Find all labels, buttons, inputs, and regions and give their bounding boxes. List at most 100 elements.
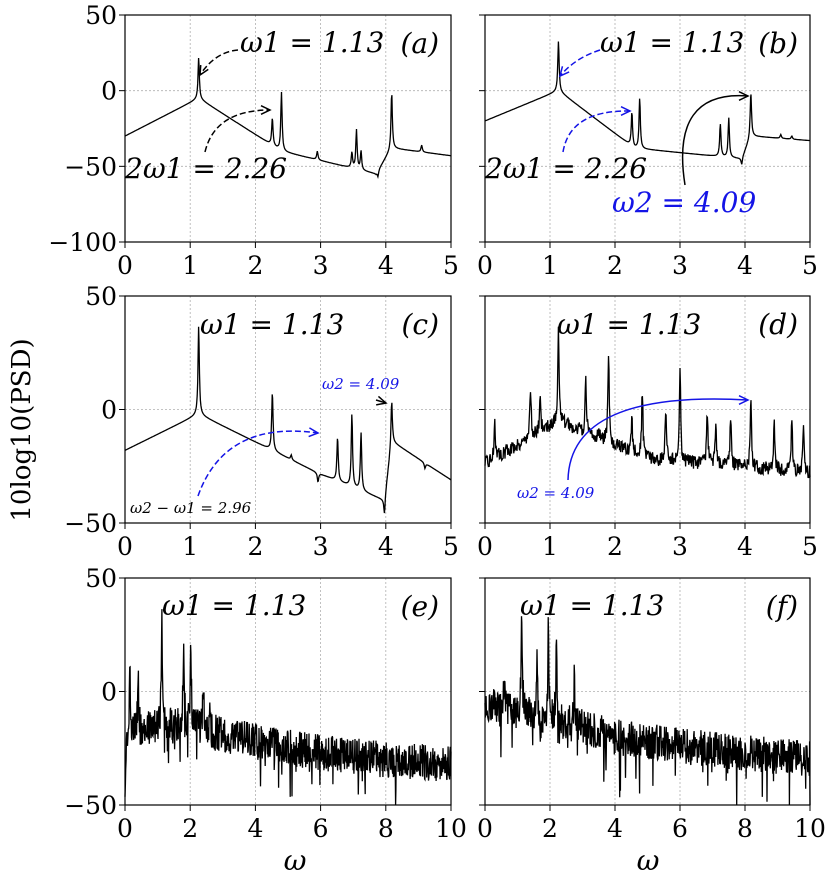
plot-frame <box>124 577 452 806</box>
x-tick-label: 3 <box>313 251 329 280</box>
y-tick-label: −50 <box>64 791 117 820</box>
annotation-arrow <box>197 430 319 497</box>
psd-series-line <box>484 616 811 806</box>
arrow-head <box>738 394 750 406</box>
annotation-arrow <box>567 398 749 481</box>
annotation-arrow <box>199 49 239 76</box>
x-tick-label: 10 <box>435 814 467 843</box>
x-tick-label: 2 <box>247 532 263 561</box>
annotation-label: ω1 = 1.13 <box>162 589 306 622</box>
x-tick-label: 5 <box>443 532 459 561</box>
annotation-label: ω2 − ω1 = 2.96 <box>130 499 252 517</box>
x-tick-label: 0 <box>117 251 133 280</box>
annotation-label: ω2 = 4.09 <box>517 484 595 502</box>
x-tick-label: 2 <box>182 814 198 843</box>
annotation-label: ω1 = 1.13 <box>600 26 744 59</box>
annotation-label: 2ω1 = 2.26 <box>484 152 647 185</box>
plot-frame <box>484 577 811 806</box>
annotation-label: ω2 = 4.09 <box>322 375 400 393</box>
psd-series-line <box>124 57 451 179</box>
annotation-arrow <box>559 49 601 77</box>
y-tick-label: 50 <box>85 564 117 593</box>
x-tick-label: 4 <box>737 251 753 280</box>
panel-a: 0 1 2 3 4 5 50 0 −50 −100 (a) <box>48 1 459 280</box>
x-tick-label: 4 <box>607 814 623 843</box>
arrow-head <box>376 395 388 406</box>
panel-label: (a) <box>400 27 439 60</box>
annotation-label: ω2 = 4.09 <box>612 186 756 219</box>
plot-frame <box>124 295 452 524</box>
x-tick-label: 2 <box>542 814 558 843</box>
annotation-label: ω1 = 1.13 <box>200 308 344 341</box>
x-tick-label: 8 <box>378 814 394 843</box>
arrow-head <box>558 66 570 78</box>
arrow-head <box>620 105 632 117</box>
annotation-label: 2ω1 = 2.26 <box>124 152 287 185</box>
x-tick-label: 5 <box>802 251 818 280</box>
psd-series-line <box>484 326 811 479</box>
x-tick-label: 2 <box>247 251 263 280</box>
x-tick-label: 5 <box>443 251 459 280</box>
arrow-head <box>738 90 750 102</box>
y-axis-label: 10log10(PSD) <box>7 338 37 521</box>
annotation-arrow <box>204 109 271 153</box>
y-tick-label: 0 <box>101 77 117 106</box>
panel-label: (b) <box>758 27 798 60</box>
annotation-label: ω1 = 1.13 <box>240 26 384 59</box>
panel-d: 0 1 2 3 4 5 (d) <box>477 295 818 561</box>
x-tick-label: 2 <box>607 532 623 561</box>
x-tick-label: 0 <box>117 814 133 843</box>
panel-label: (f) <box>766 590 798 623</box>
annotation-label: ω1 = 1.13 <box>557 308 701 341</box>
x-tick-label: 3 <box>672 251 688 280</box>
arrow-head <box>199 64 209 77</box>
x-tick-label: 6 <box>672 814 688 843</box>
y-tick-label: 50 <box>85 282 117 311</box>
x-tick-label: 0 <box>477 814 493 843</box>
x-tick-label: 4 <box>378 532 394 561</box>
plot-frame <box>484 14 811 243</box>
x-tick-label: 5 <box>802 532 818 561</box>
plot-frame <box>124 14 452 243</box>
y-tick-label: 50 <box>85 1 117 30</box>
y-tick-label: −100 <box>48 228 117 257</box>
x-tick-label: 8 <box>737 814 753 843</box>
annotation-arrow <box>681 94 749 186</box>
x-tick-label: 0 <box>117 532 133 561</box>
x-tick-label: 1 <box>182 251 198 280</box>
psd-series-line <box>124 326 452 514</box>
x-tick-label: 2 <box>607 251 623 280</box>
x-tick-label: 4 <box>378 251 394 280</box>
x-axis-label-right: ω <box>637 844 660 877</box>
y-tick-label: 0 <box>101 678 117 707</box>
panel-f: 0 2 4 6 8 10 (f) <box>477 577 826 843</box>
x-tick-label: 6 <box>313 814 329 843</box>
arrow-head <box>308 427 320 438</box>
panel-label: (e) <box>401 590 439 623</box>
x-tick-label: 0 <box>477 532 493 561</box>
panel-b: 0 1 2 3 4 5 (b) <box>477 14 818 280</box>
x-tick-label: 3 <box>313 532 329 561</box>
x-tick-label: 3 <box>672 532 688 561</box>
plot-frame <box>484 295 811 524</box>
y-tick-label: −50 <box>64 509 117 538</box>
y-tick-label: 0 <box>101 396 117 425</box>
psd-series-line <box>484 41 811 165</box>
x-tick-label: 1 <box>182 532 198 561</box>
x-tick-label: 10 <box>794 814 826 843</box>
annotation-label: ω1 = 1.13 <box>520 589 664 622</box>
x-axis-label-left: ω <box>284 844 307 877</box>
panel-label: (c) <box>401 308 439 341</box>
annotation-arrow <box>562 110 631 153</box>
x-tick-label: 4 <box>737 532 753 561</box>
x-tick-label: 0 <box>477 251 493 280</box>
x-tick-label: 1 <box>542 251 558 280</box>
x-tick-label: 4 <box>247 814 263 843</box>
arrow-head <box>260 104 272 116</box>
y-tick-label: −50 <box>64 152 117 181</box>
x-tick-label: 1 <box>542 532 558 561</box>
psd-series-line <box>124 609 452 806</box>
